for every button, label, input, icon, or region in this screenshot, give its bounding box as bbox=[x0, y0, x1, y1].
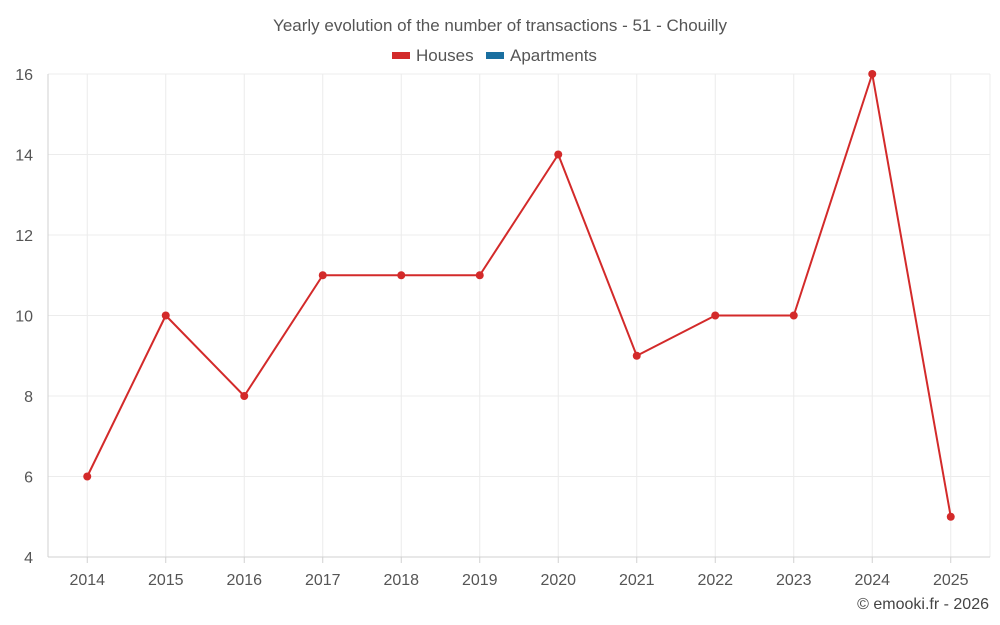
data-point bbox=[868, 70, 877, 78]
x-tick-label: 2017 bbox=[305, 572, 341, 589]
legend-label: Houses bbox=[416, 46, 474, 65]
series-line-houses bbox=[86, 73, 952, 517]
legend: Houses Apartments bbox=[392, 46, 597, 65]
legend-item-houses: Houses bbox=[392, 46, 474, 65]
y-tick-label: 4 bbox=[24, 550, 33, 567]
data-point bbox=[554, 150, 563, 159]
data-point bbox=[475, 271, 484, 280]
x-tick-label: 2018 bbox=[383, 572, 419, 589]
x-tick-label: 2016 bbox=[226, 572, 262, 589]
x-tick-label: 2020 bbox=[540, 572, 576, 589]
data-point bbox=[632, 351, 641, 360]
data-point bbox=[83, 472, 92, 481]
y-tick-label: 14 bbox=[15, 148, 33, 165]
y-tick-label: 16 bbox=[15, 67, 33, 84]
x-tick-label: 2022 bbox=[697, 572, 733, 589]
data-point bbox=[397, 271, 406, 280]
legend-item-apartments: Apartments bbox=[486, 46, 597, 65]
x-tick-label: 2014 bbox=[69, 572, 105, 589]
y-tick-label: 6 bbox=[24, 470, 33, 487]
data-point bbox=[789, 311, 798, 320]
legend-label: Apartments bbox=[510, 46, 597, 65]
legend-swatch bbox=[392, 52, 410, 59]
axes: 4 6 8 10 12 14 16 2014 2015 2016 2017 2018 2019 2020 2… bbox=[15, 67, 990, 589]
credit-text: © emooki.fr - 2026 bbox=[857, 596, 989, 613]
data-point bbox=[711, 311, 720, 320]
y-tick-label: 8 bbox=[24, 389, 33, 406]
series-layer bbox=[83, 70, 955, 521]
data-point bbox=[240, 392, 249, 400]
x-tick-label: 2021 bbox=[619, 572, 655, 589]
x-tick-label: 2019 bbox=[462, 572, 498, 589]
y-tick-label: 12 bbox=[15, 228, 33, 245]
chart-title: Yearly evolution of the number of transa… bbox=[273, 16, 727, 35]
data-point bbox=[318, 271, 327, 280]
x-tick-label: 2023 bbox=[776, 572, 812, 589]
data-point bbox=[161, 311, 170, 320]
data-point bbox=[946, 512, 955, 521]
legend-swatch bbox=[486, 52, 504, 59]
x-tick-label: 2025 bbox=[933, 572, 969, 589]
y-tick-label: 10 bbox=[15, 309, 33, 326]
grid bbox=[48, 73, 991, 557]
x-tick-label: 2024 bbox=[854, 572, 890, 589]
x-tick-label: 2015 bbox=[148, 572, 184, 589]
